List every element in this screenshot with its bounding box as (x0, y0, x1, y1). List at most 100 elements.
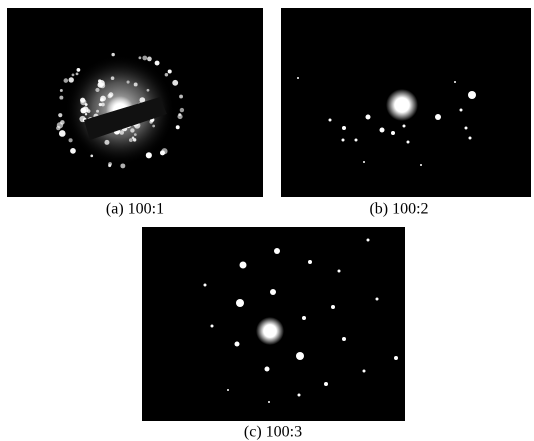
diffraction-spot (133, 138, 136, 141)
diffraction-spot (111, 53, 114, 56)
diffraction-spot (58, 113, 62, 117)
central-beam (386, 89, 418, 121)
diffraction-spot (180, 108, 184, 112)
diffraction-spot (59, 130, 66, 137)
diffraction-spot (95, 88, 99, 92)
caption: (c) 100:3 (244, 424, 302, 441)
diffraction-spot (152, 125, 155, 128)
diffraction-spot (76, 72, 79, 75)
diffraction-spot (96, 110, 99, 113)
caption: (a) 100:1 (106, 201, 164, 218)
diffraction-spot (178, 113, 181, 116)
diffraction-spot (77, 68, 81, 72)
diffraction-spot (342, 337, 346, 341)
diffraction-spot (69, 138, 73, 142)
diffraction-spot (168, 69, 172, 73)
diffraction-spot (324, 382, 328, 386)
diffraction-spot (129, 138, 133, 142)
diffraction-spot (82, 106, 88, 112)
pattern-c (142, 227, 405, 421)
diffraction-spot (85, 113, 87, 115)
diffraction-spot (338, 270, 341, 273)
diffraction-spot (176, 125, 180, 129)
diffraction-spot (342, 139, 345, 142)
diffraction-spot (211, 325, 214, 328)
diffraction-spot (120, 163, 125, 168)
diffraction-spot (460, 109, 463, 112)
diffraction-spot (265, 367, 270, 372)
diffraction-spot (227, 389, 229, 391)
diffraction-spot (268, 401, 270, 403)
diffraction-spot (235, 342, 240, 347)
diffraction-spot (236, 299, 244, 307)
diffraction-spot (100, 99, 103, 102)
diffraction-spot (90, 154, 93, 157)
figure: (a) 100:1 (b) 100:2 (c) 100:3 (0, 0, 534, 441)
diffraction-spot (146, 152, 152, 158)
diffraction-spot (142, 56, 147, 61)
diffraction-spot (155, 61, 160, 66)
diffraction-spot (116, 132, 118, 134)
diffraction-spot (363, 161, 365, 163)
diffraction-spot (101, 103, 105, 107)
diffraction-spot (331, 305, 335, 309)
diffraction-spot (274, 248, 280, 254)
diffraction-spot (72, 74, 75, 77)
diffraction-spot (172, 80, 178, 86)
diffraction-spot (366, 115, 371, 120)
diffraction-spot (420, 164, 422, 166)
diffraction-spot (165, 73, 168, 76)
diffraction-spot (329, 119, 332, 122)
diffraction-spot (60, 89, 63, 92)
figure-canvas: (a) 100:1 (b) 100:2 (c) 100:3 (0, 0, 534, 441)
diffraction-spot (60, 120, 65, 125)
diffraction-spot (363, 370, 366, 373)
diffraction-spot (435, 114, 441, 120)
diffraction-spot (59, 96, 63, 100)
diffraction-spot (56, 126, 60, 130)
diffraction-spot (69, 77, 74, 82)
diffraction-spot (240, 262, 247, 269)
diffraction-spot (108, 164, 111, 167)
diffraction-spot (139, 56, 142, 59)
diffraction-spot (391, 131, 395, 135)
diffraction-spot (80, 98, 85, 103)
diffraction-spot (270, 289, 276, 295)
diffraction-spot (298, 394, 301, 397)
diffraction-spot (403, 125, 406, 128)
diffraction-spot (355, 139, 358, 142)
diffraction-spot (111, 76, 115, 80)
diffraction-spot (204, 284, 207, 287)
diffraction-spot (179, 95, 183, 99)
diffraction-spot (127, 80, 130, 83)
pattern-b (281, 8, 531, 197)
diffraction-spot (407, 141, 410, 144)
diffraction-spot (296, 352, 304, 360)
diffraction-spot (302, 316, 306, 320)
diffraction-spot (147, 89, 150, 92)
diffraction-spot (454, 81, 456, 83)
caption: (b) 100:2 (369, 201, 428, 218)
diffraction-spot (100, 83, 105, 88)
diffraction-spot (297, 77, 299, 79)
diffraction-spot (308, 260, 312, 264)
diffraction-spot (342, 126, 346, 130)
diffraction-spot (469, 137, 472, 140)
diffraction-spot (130, 128, 134, 132)
diffraction-spot (468, 91, 476, 99)
diffraction-spot (64, 78, 69, 83)
diffraction-spot (394, 356, 398, 360)
diffraction-spot (380, 128, 385, 133)
diffraction-spot (108, 92, 113, 97)
central-beam (256, 317, 284, 345)
diffraction-spot (104, 140, 109, 145)
diffraction-spot (147, 57, 152, 62)
diffraction-spot (367, 239, 370, 242)
diffraction-spot (134, 82, 138, 86)
diffraction-spot (134, 133, 137, 136)
diffraction-spot (70, 148, 76, 154)
diffraction-spot (465, 127, 468, 130)
pattern-a (7, 8, 263, 197)
diffraction-spot (160, 150, 165, 155)
diffraction-spot (85, 103, 88, 106)
